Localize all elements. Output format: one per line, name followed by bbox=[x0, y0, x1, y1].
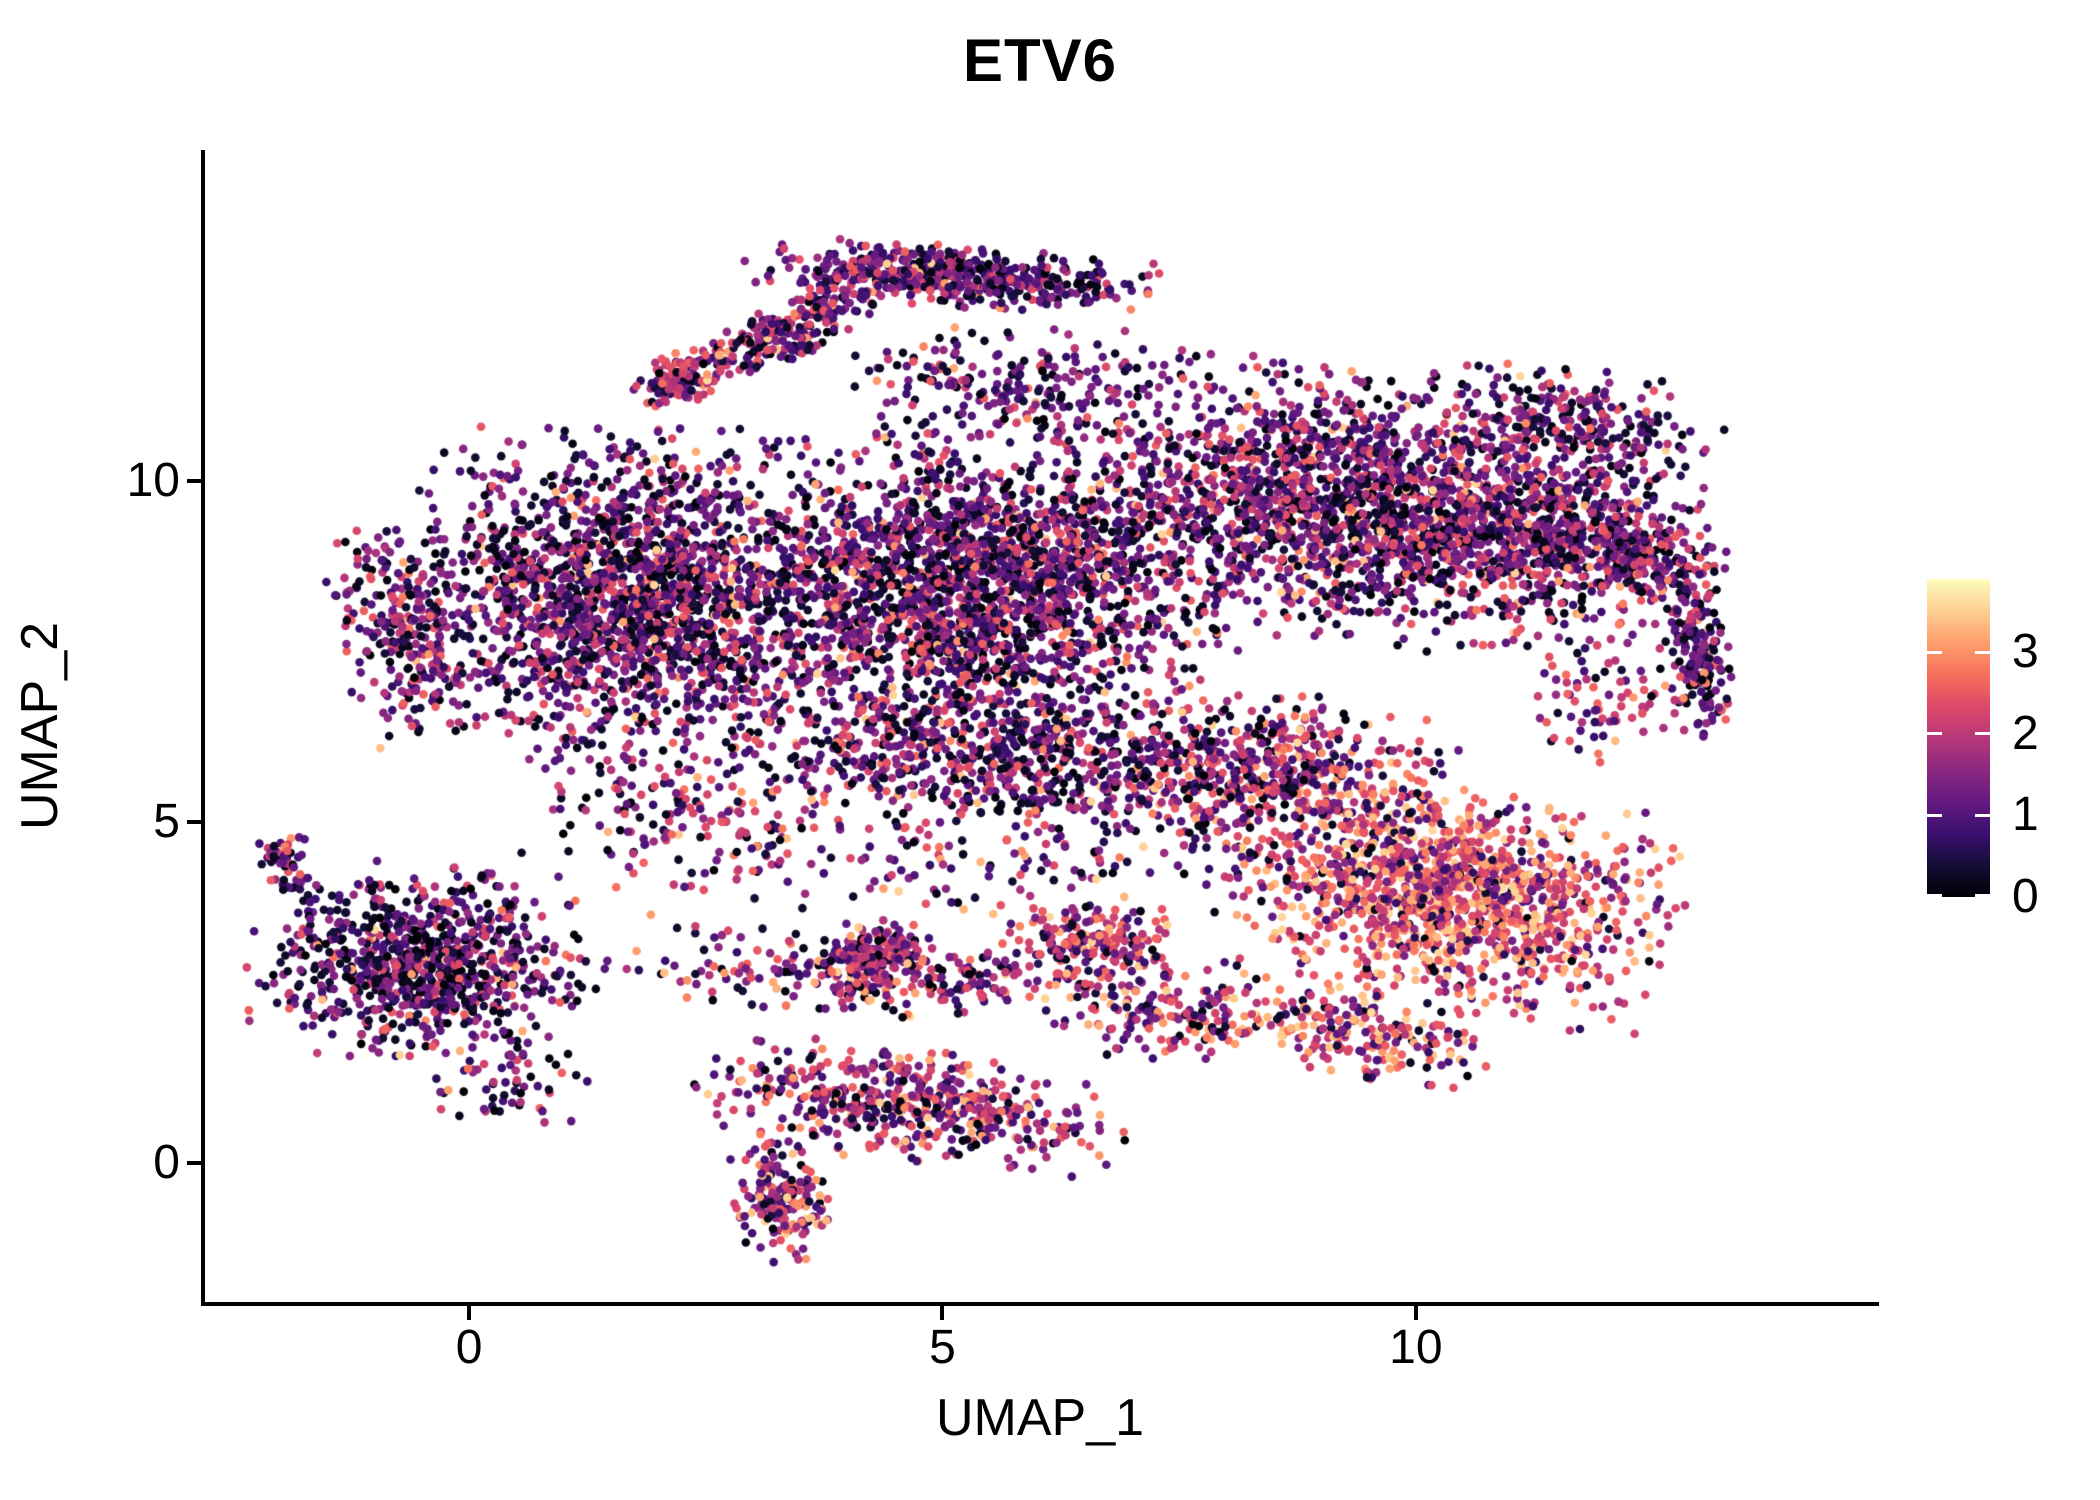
colorbar-tick-mark bbox=[1975, 894, 1990, 897]
x-tick-label: 0 bbox=[455, 1321, 483, 1374]
y-tick-label: 5 bbox=[153, 794, 180, 848]
x-tick-label: 10 bbox=[1389, 1321, 1443, 1374]
colorbar-tick-mark bbox=[1975, 650, 1990, 654]
x-axis-line bbox=[201, 1302, 1879, 1306]
x-tick-label: 5 bbox=[929, 1321, 956, 1374]
colorbar-tick-label: 2 bbox=[2012, 706, 2039, 760]
colorbar-tick-mark bbox=[1927, 732, 1942, 736]
x-tick-mark bbox=[940, 1306, 945, 1320]
x-tick-mark bbox=[1413, 1306, 1418, 1320]
x-tick-mark bbox=[467, 1306, 472, 1320]
colorbar-gradient bbox=[1927, 579, 1990, 897]
chart-title: ETV6 bbox=[962, 27, 1118, 94]
colorbar-tick-mark bbox=[1975, 813, 1990, 817]
colorbar-tick-label: 0 bbox=[2012, 870, 2039, 923]
colorbar-tick-mark bbox=[1927, 813, 1942, 817]
colorbar-tick-mark bbox=[1927, 650, 1942, 654]
colorbar-tick-label: 3 bbox=[2012, 625, 2039, 679]
y-tick-mark bbox=[187, 478, 201, 483]
y-tick-label: 0 bbox=[153, 1135, 180, 1189]
y-tick-mark bbox=[187, 1160, 201, 1165]
y-tick-label: 10 bbox=[126, 453, 180, 507]
y-axis-line bbox=[201, 150, 205, 1306]
x-axis-label: UMAP_1 bbox=[935, 1389, 1145, 1447]
colorbar-tick-mark bbox=[1927, 894, 1942, 897]
y-tick-mark bbox=[187, 819, 201, 824]
colorbar-tick-label: 1 bbox=[2012, 788, 2039, 842]
colorbar-tick-mark bbox=[1975, 732, 1990, 736]
